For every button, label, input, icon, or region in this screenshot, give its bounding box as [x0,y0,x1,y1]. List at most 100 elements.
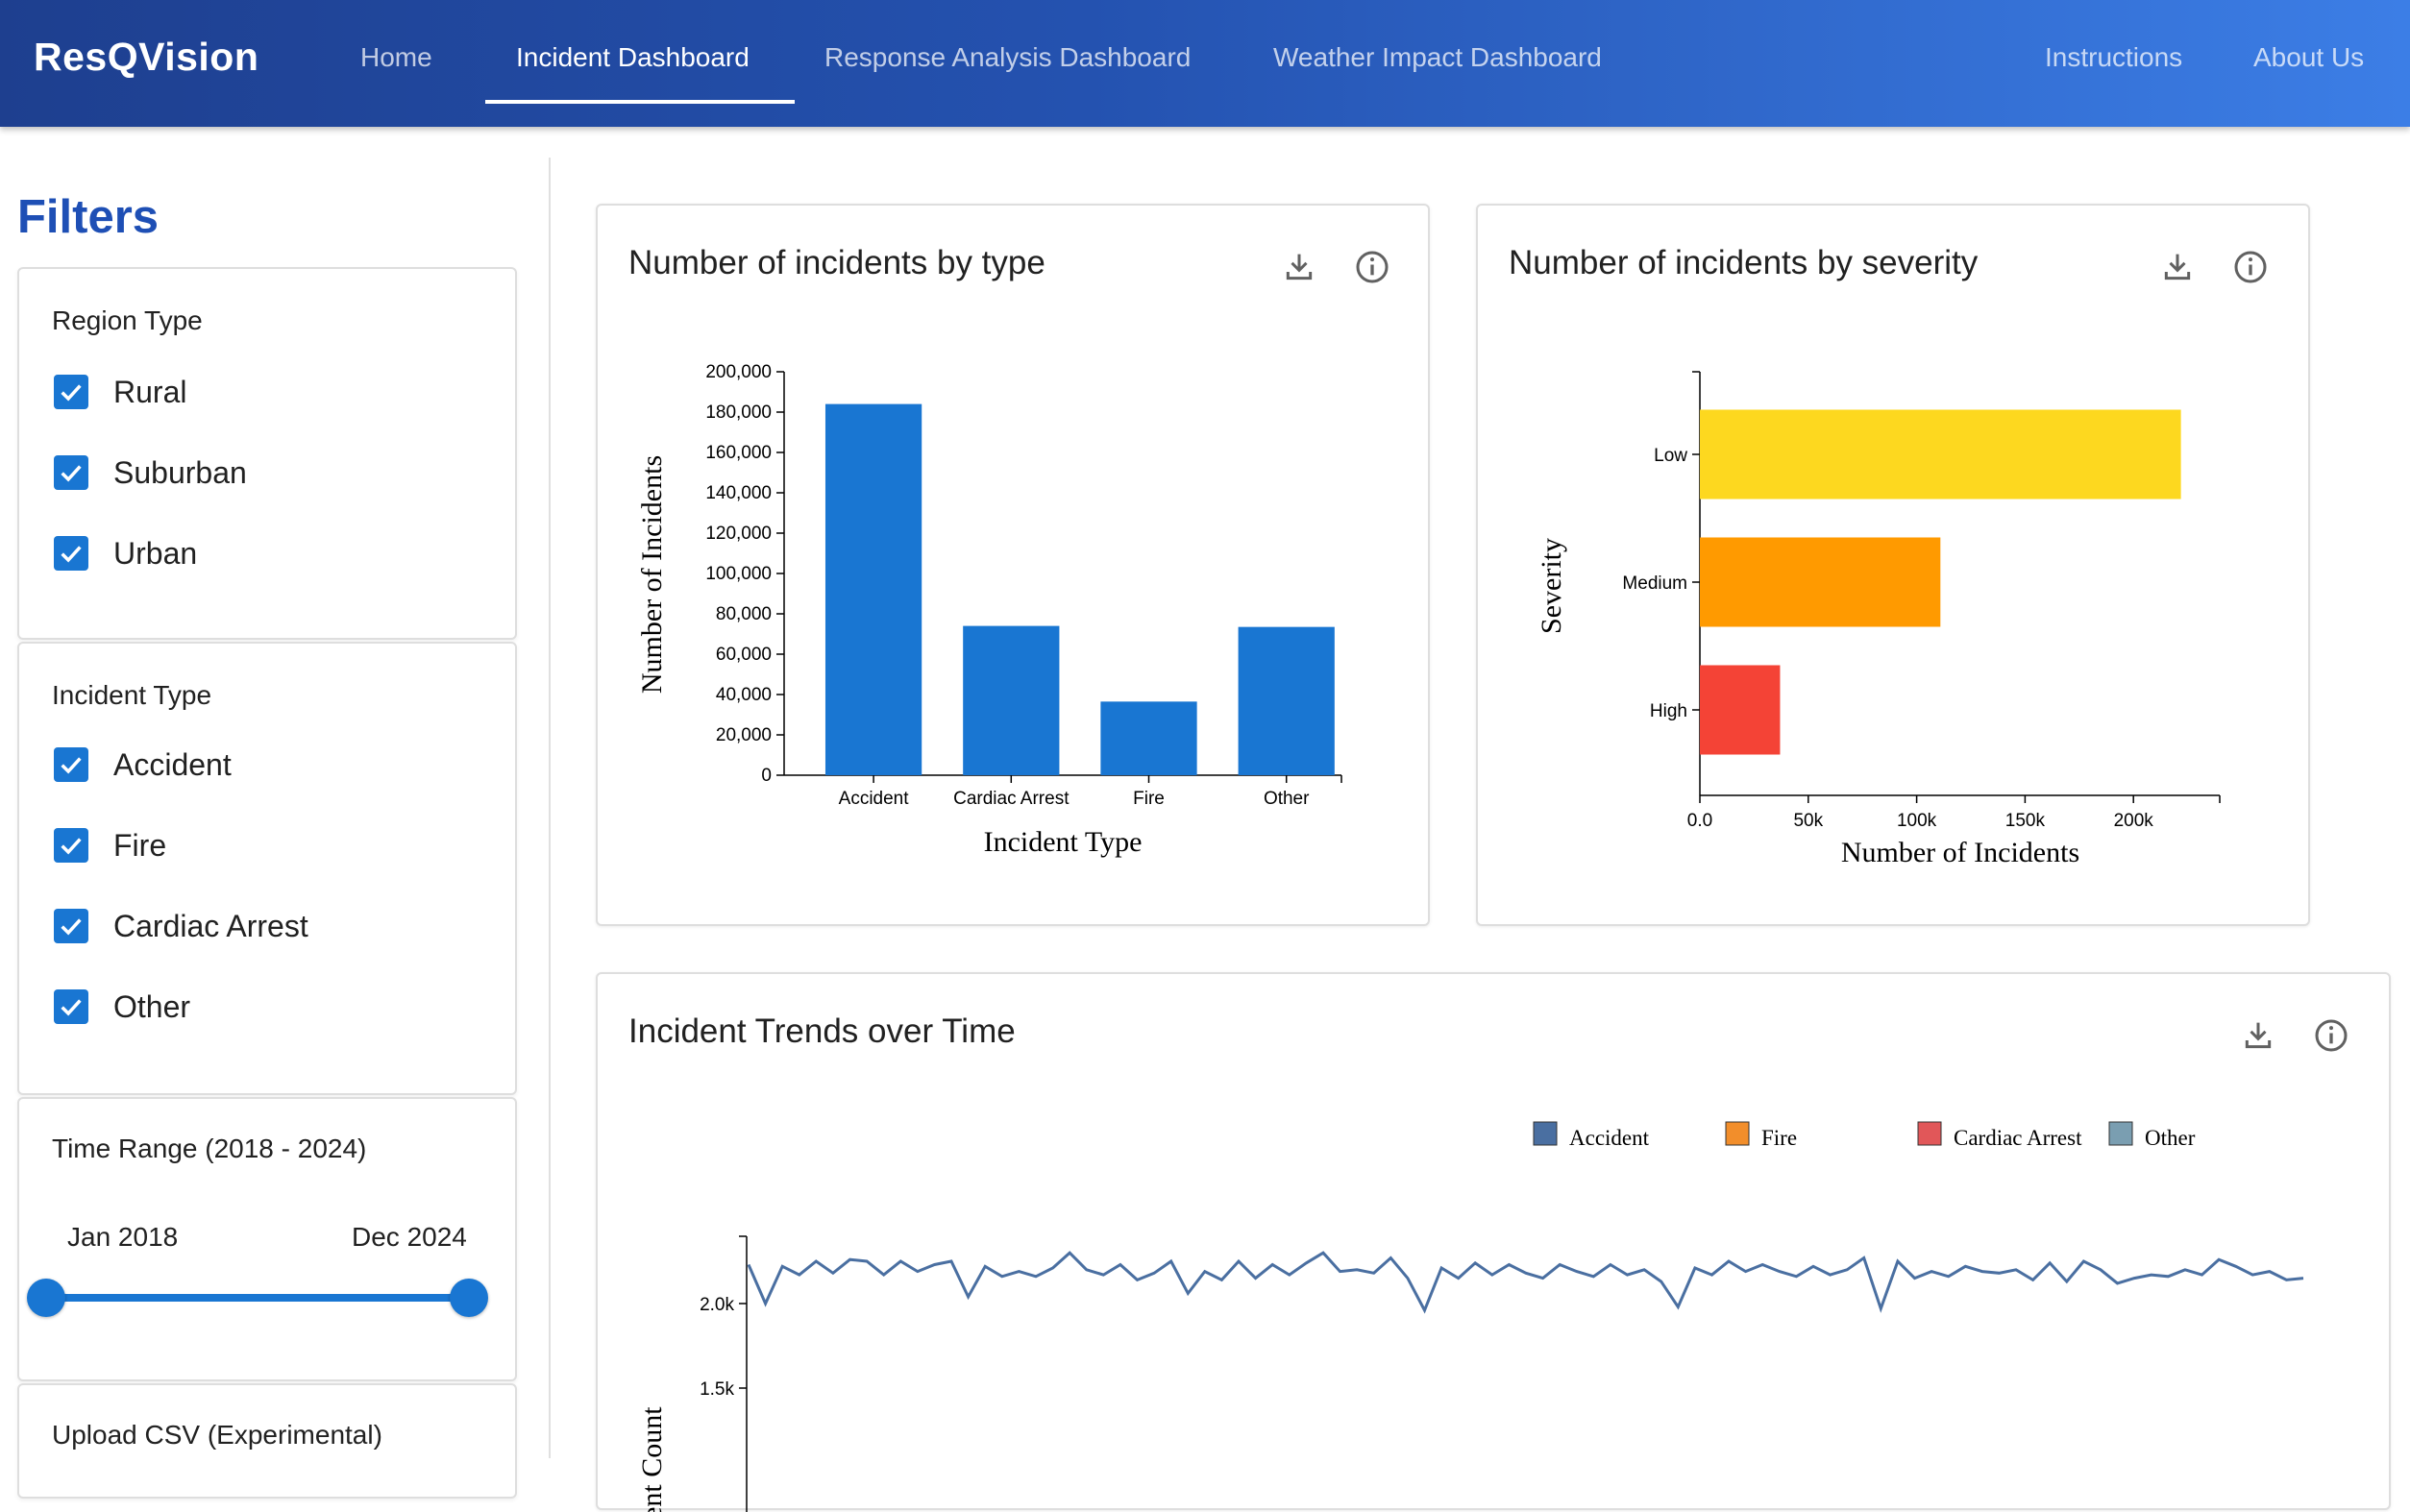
y-axis-label: Severity [1536,538,1567,634]
time-range-end-thumb[interactable] [450,1279,488,1317]
checkbox-label: Fire [113,827,167,863]
y-tick-label: 140,000 [705,483,772,503]
info-icon[interactable] [2312,1016,2350,1055]
bar-cardiac-arrest [963,625,1060,775]
x-axis-label: Number of Incidents [1841,837,2079,868]
info-icon[interactable] [1353,248,1391,286]
checkbox-cardiac-arrest[interactable]: Cardiac Arrest [54,907,308,945]
check-icon [54,747,88,782]
top-app-bar: ResQVision Home Incident Dashboard Respo… [0,0,2410,127]
y-tick-label: 60,000 [716,645,772,665]
download-icon[interactable] [2158,248,2197,286]
check-icon [54,989,88,1024]
nav-instructions[interactable]: Instructions [2045,42,2183,72]
y-tick-label: 160,000 [705,443,772,463]
check-icon [54,536,88,571]
checkbox-label: Rural [113,374,187,409]
bar-medium [1700,537,1941,627]
time-range-slider-track[interactable] [46,1294,469,1302]
incidents-by-type-chart: 0 20,000 40,000 60,000 80,000 100,000 120,000 1… [636,362,1342,858]
checkbox-label: Other [113,988,191,1024]
y-tick-label: 40,000 [716,685,772,705]
time-range-label: Time Range (2018 - 2024) [52,1134,367,1163]
x-tick-label: Accident [839,789,910,809]
region-type-label: Region Type [52,305,203,335]
x-tick-label: 50k [1793,811,1823,831]
y-tick-label: 180,000 [705,402,772,423]
checkbox-fire[interactable]: Fire [54,826,166,865]
x-tick-label: Cardiac Arrest [953,789,1070,809]
checkbox-label: Accident [113,746,232,782]
nav-weather-impact-dashboard[interactable]: Weather Impact Dashboard [1273,42,1602,72]
checkbox-urban[interactable]: Urban [54,534,197,573]
incidents-by-severity-chart: 0.0 50k 100k 150k 200k Low Medium High Number of… [1536,371,2221,868]
bar-low [1700,409,2181,500]
y-tick-label: High [1650,701,1687,721]
checkbox-suburban[interactable]: Suburban [54,453,247,492]
checkbox-accident[interactable]: Accident [54,745,232,784]
x-axis-label: Incident Type [984,826,1143,858]
time-range-start-thumb[interactable] [27,1279,65,1317]
check-icon [54,909,88,943]
y-tick-label: 2.0k [700,1295,734,1315]
time-range-start-label: Jan 2018 [67,1222,179,1252]
y-tick-label: 80,000 [716,604,772,624]
card-title: Number of incidents by severity [1509,244,1979,281]
filters-title: Filters [17,191,160,243]
y-tick-label: Low [1654,446,1687,466]
sidebar-divider [549,158,551,1458]
x-tick-label: 0.0 [1687,811,1712,831]
nav-about-us[interactable]: About Us [2253,42,2365,72]
legend-swatch-fire [1725,1121,1750,1146]
card-title: Incident Trends over Time [628,1012,1016,1050]
legend-label: Fire [1761,1126,1797,1150]
check-icon [54,828,88,863]
incident-trends-card: Incident Trends over Time 2.0k 1.5k Accide… [596,972,2391,1512]
legend-swatch-accident [1533,1121,1558,1146]
nav-response-analysis-dashboard[interactable]: Response Analysis Dashboard [824,42,1192,72]
y-axis-label: Number of Incidents [636,455,668,694]
checkbox-label: Urban [113,535,198,571]
checkbox-rural[interactable]: Rural [54,373,186,411]
check-icon [54,455,88,490]
bar-fire [1100,701,1197,775]
bar-accident [824,403,922,775]
legend-label: Accident [1569,1126,1650,1150]
x-tick-label: 200k [2114,811,2154,831]
checkbox-label: Suburban [113,454,247,490]
legend-swatch-other [2108,1121,2133,1146]
active-nav-indicator [485,100,795,104]
y-axis-label: Incident Count [636,1406,668,1512]
y-tick-label: 100,000 [705,564,772,584]
incident-type-label: Incident Type [52,680,212,710]
y-tick-label: 200,000 [705,362,772,382]
legend-swatch-cardiac-arrest [1917,1121,1942,1146]
y-tick-label: 0 [761,766,772,786]
download-icon[interactable] [1280,248,1318,286]
y-tick-label: Medium [1622,573,1687,594]
info-icon[interactable] [2231,248,2270,286]
x-tick-label: Fire [1133,789,1165,809]
incident-type-filter-card: Incident Type Accident Fire Cardiac Arre… [17,642,517,1095]
x-tick-label: 100k [1897,811,1937,831]
x-tick-label: Other [1264,789,1310,809]
series-line-accident [747,1251,2304,1314]
check-icon [54,375,88,409]
bar-other [1238,626,1335,775]
region-type-filter-card: Region Type Rural Suburban Urban [17,267,517,640]
incidents-by-severity-card: Number of incidents by severity 0.0 50k 10… [1476,204,2310,926]
brand-logo[interactable]: ResQVision [34,35,259,79]
y-tick-label: 1.5k [700,1379,734,1400]
checkbox-other[interactable]: Other [54,988,190,1026]
upload-csv-card: Upload CSV (Experimental) [17,1383,517,1499]
incidents-by-type-card: Number of incidents by type 0 20,000 40,00… [596,204,1430,926]
legend-label: Cardiac Arrest [1954,1126,2082,1150]
bar-high [1700,665,1781,755]
nav-incident-dashboard[interactable]: Incident Dashboard [516,42,750,72]
download-icon[interactable] [2239,1016,2277,1055]
checkbox-label: Cardiac Arrest [113,908,308,943]
incident-trends-chart: 2.0k 1.5k Accident Fire Cardiac Arrest Other I… [636,1121,2304,1512]
nav-home[interactable]: Home [360,42,432,72]
card-title: Number of incidents by type [628,244,1045,281]
legend-label: Other [2145,1126,2196,1150]
